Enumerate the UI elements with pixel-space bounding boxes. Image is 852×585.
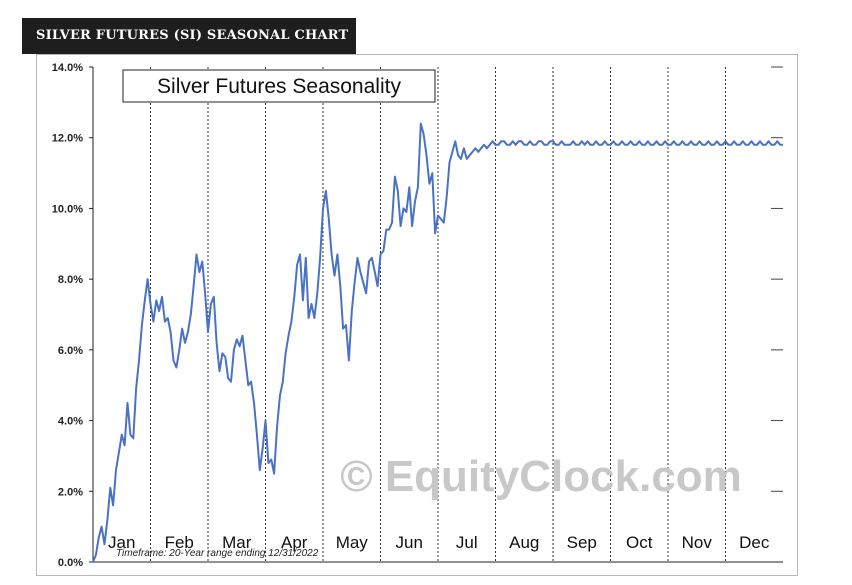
chart-frame [36,54,798,576]
x-tick-label: Feb [165,533,194,552]
chart-title: Silver Futures Seasonality [157,75,401,98]
chart-footnote: Timeframe: 20-Year range ending 12/31/20… [116,548,319,559]
x-tick-label: Jul [456,533,478,552]
y-tick-label: 12.0% [52,133,83,145]
chart-title-box: Silver Futures Seasonality [122,69,436,103]
x-tick-label: Jun [396,533,423,552]
x-tick-label: Mar [222,533,252,552]
x-tick-label: Oct [626,533,653,552]
y-tick-label: 4.0% [58,416,83,428]
y-tick-label: 6.0% [58,345,83,357]
y-tick-label: 0.0% [58,557,83,569]
y-tick-label: 8.0% [58,274,83,286]
page-header-tab: SILVER FUTURES (SI) SEASONAL CHART [22,18,356,54]
x-tick-label: Dec [739,533,770,552]
x-tick-label: Jan [108,533,135,552]
x-tick-label: Nov [682,533,713,552]
x-tick-label: Apr [281,533,308,552]
y-tick-labels: 0.0% 2.0% 4.0% 6.0% 8.0% 10.0% 12.0% 14.0% [52,62,83,569]
x-tick-label: May [336,533,369,552]
axes [92,67,783,563]
watermark: © EquityClock.com [340,452,742,501]
x-tick-label: Sep [567,533,597,552]
series-line [92,122,783,563]
x-tick-label: Aug [509,533,539,552]
y-tick-label: 10.0% [52,203,83,215]
y-tick-label: 14.0% [52,62,83,74]
month-gridlines [150,67,726,562]
x-tick-labels: Jan Feb Mar Apr May Jun Jul Aug Sep Oct Nov Dec [108,533,770,552]
y-tick-label: 2.0% [58,486,83,498]
